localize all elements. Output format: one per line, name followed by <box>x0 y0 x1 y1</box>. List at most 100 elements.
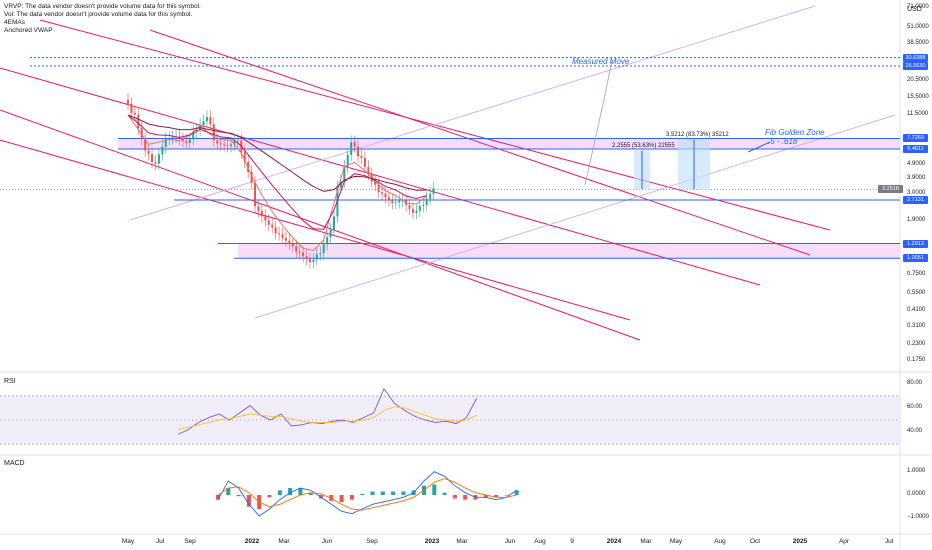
candle[interactable] <box>360 156 363 158</box>
channel-line[interactable] <box>0 139 631 321</box>
candle[interactable] <box>381 192 384 194</box>
channel-line[interactable] <box>0 67 761 286</box>
price-tag[interactable]: 2.7131 <box>903 195 928 204</box>
candle[interactable] <box>278 233 281 235</box>
macd-pane-label[interactable]: MACD <box>4 460 25 467</box>
candle[interactable] <box>288 240 291 244</box>
ema-line[interactable] <box>127 114 427 192</box>
ema-line[interactable] <box>127 114 427 230</box>
candle[interactable] <box>298 251 301 253</box>
price-tag[interactable]: 30.6388 <box>903 53 928 62</box>
candle[interactable] <box>374 181 377 185</box>
candle[interactable] <box>326 237 329 245</box>
legend-vwap[interactable]: Anchored VWAP <box>4 27 53 34</box>
candle[interactable] <box>157 154 160 164</box>
price-tag[interactable]: 7.7269 <box>903 134 928 143</box>
candle[interactable] <box>236 140 239 142</box>
candle[interactable] <box>247 161 250 172</box>
candle[interactable] <box>291 243 294 247</box>
candle[interactable] <box>281 234 284 238</box>
legend-vrvp[interactable]: VRVP: The data vendor doesn't provide vo… <box>4 3 201 10</box>
candle[interactable] <box>391 200 394 203</box>
candle[interactable] <box>219 143 222 145</box>
candle[interactable] <box>302 252 305 257</box>
candle[interactable] <box>137 114 140 129</box>
candle[interactable] <box>333 216 335 230</box>
candle[interactable] <box>226 145 229 147</box>
candle[interactable] <box>168 138 171 140</box>
candle[interactable] <box>284 237 287 241</box>
candle[interactable] <box>154 162 157 164</box>
candle[interactable] <box>295 246 298 252</box>
candle[interactable] <box>223 144 226 146</box>
candle[interactable] <box>305 256 308 260</box>
candle[interactable] <box>212 124 215 141</box>
candle[interactable] <box>202 121 205 126</box>
candle[interactable] <box>267 220 270 225</box>
candle[interactable] <box>181 138 184 141</box>
candle[interactable] <box>144 139 147 151</box>
channel-line[interactable] <box>0 109 641 341</box>
rsi-ma-line[interactable] <box>177 406 477 431</box>
ema-line[interactable] <box>127 114 428 252</box>
candle[interactable] <box>418 205 421 211</box>
candle[interactable] <box>432 188 435 194</box>
trend-line-up[interactable] <box>129 5 816 221</box>
candle[interactable] <box>384 193 387 198</box>
candle[interactable] <box>250 171 253 183</box>
candle[interactable] <box>171 136 174 139</box>
candle[interactable] <box>209 117 212 125</box>
candle[interactable] <box>133 112 136 115</box>
candle[interactable] <box>164 138 167 147</box>
candle[interactable] <box>192 131 195 140</box>
candle[interactable] <box>346 154 349 167</box>
candle[interactable] <box>185 140 188 143</box>
candle[interactable] <box>230 144 232 147</box>
channel-line[interactable] <box>149 29 811 256</box>
candle[interactable] <box>408 205 411 209</box>
candle[interactable] <box>363 157 366 167</box>
candle[interactable] <box>398 200 401 203</box>
candle[interactable] <box>260 211 263 217</box>
rsi-pane-label[interactable]: RSI <box>4 378 16 385</box>
candle[interactable] <box>257 206 260 212</box>
price-tag[interactable]: 1.2913 <box>903 239 928 248</box>
candle[interactable] <box>415 210 418 213</box>
price-tag[interactable]: 6.4611 <box>903 144 928 153</box>
candle[interactable] <box>429 193 432 199</box>
candle[interactable] <box>394 202 397 204</box>
candle[interactable] <box>308 259 311 263</box>
candle[interactable] <box>274 227 277 234</box>
candle[interactable] <box>130 103 133 113</box>
candle[interactable] <box>336 187 339 217</box>
candle[interactable] <box>216 140 219 144</box>
macd-line[interactable] <box>217 471 517 517</box>
candle[interactable] <box>353 142 356 147</box>
candle[interactable] <box>350 142 353 155</box>
price-tag[interactable]: 26.5530 <box>903 61 928 70</box>
candle[interactable] <box>339 181 342 188</box>
candle[interactable] <box>233 141 236 145</box>
legend-ema[interactable]: 4EMAs <box>4 19 25 26</box>
price-tag[interactable]: 1.0051 <box>903 254 928 263</box>
candle[interactable] <box>147 150 150 155</box>
candle[interactable] <box>422 205 425 206</box>
candle[interactable] <box>127 99 129 104</box>
candle[interactable] <box>367 166 370 174</box>
candle[interactable] <box>357 146 360 157</box>
currency-label[interactable]: USD <box>907 6 922 13</box>
candle[interactable] <box>264 216 267 221</box>
candle[interactable] <box>329 229 332 238</box>
candle[interactable] <box>411 208 414 213</box>
candle[interactable] <box>319 253 322 255</box>
candle[interactable] <box>151 154 154 163</box>
candle[interactable] <box>322 244 325 254</box>
candle[interactable] <box>315 254 318 260</box>
candle[interactable] <box>271 224 274 228</box>
candle[interactable] <box>254 182 257 207</box>
candle[interactable] <box>387 197 390 201</box>
candle[interactable] <box>205 117 208 122</box>
signal-line[interactable] <box>217 478 517 511</box>
candle[interactable] <box>243 152 246 162</box>
